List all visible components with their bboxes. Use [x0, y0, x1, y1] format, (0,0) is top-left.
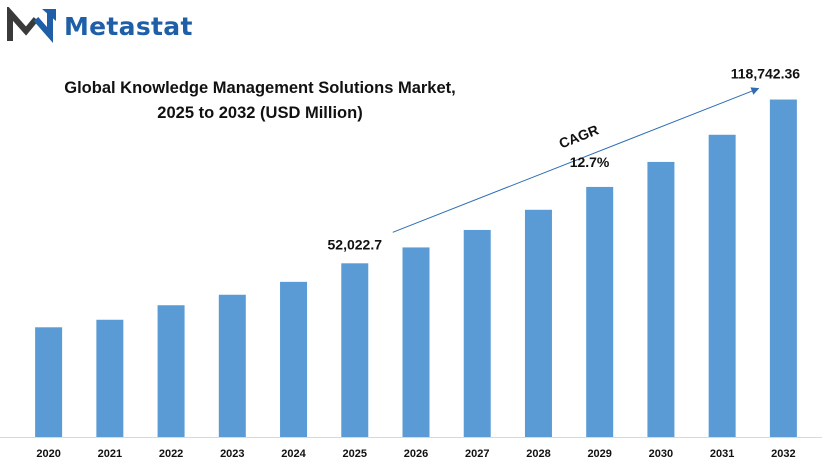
brand-logo: Metastat [6, 6, 193, 46]
data-label-2032: 118,742.36 [731, 66, 801, 82]
bar-2026 [402, 247, 430, 437]
cagr-value: 12.7% [570, 154, 610, 170]
bar-2027 [463, 229, 491, 437]
x-tick-label-2023: 2023 [220, 448, 244, 460]
bar-2030 [647, 161, 675, 437]
chart-title-line-1: Global Knowledge Management Solutions Ma… [64, 79, 456, 97]
bar-2022 [157, 305, 185, 437]
x-tick-label-2025: 2025 [343, 448, 367, 460]
cagr-arrow [392, 87, 760, 233]
bar-2029 [586, 186, 614, 437]
x-tick-label-2029: 2029 [587, 448, 611, 460]
x-tick-label-2027: 2027 [465, 448, 489, 460]
bar-2020 [35, 327, 63, 437]
bar-2028 [524, 209, 552, 437]
x-tick-label-2032: 2032 [771, 448, 795, 460]
chart-title-line-2: 2025 to 2032 (USD Million) [157, 104, 363, 122]
metastat-logo-icon [7, 7, 56, 43]
bar-2021 [96, 319, 124, 437]
x-tick-label-2026: 2026 [404, 448, 428, 460]
bar-2023 [218, 294, 246, 437]
bar-2025 [341, 263, 369, 437]
brand-name: Metastat [64, 11, 193, 41]
x-tick-label-2024: 2024 [281, 448, 306, 460]
chart-title: Global Knowledge Management Solutions Ma… [20, 76, 500, 126]
x-tick-label-2021: 2021 [98, 448, 122, 460]
x-tick-label-2030: 2030 [649, 448, 673, 460]
cagr-label: CAGR [557, 121, 601, 151]
data-label-2025: 52,022.7 [328, 236, 383, 252]
x-tick-label-2022: 2022 [159, 448, 183, 460]
bar-2032 [769, 99, 797, 438]
x-tick-label-2031: 2031 [710, 448, 734, 460]
x-tick-label-2028: 2028 [526, 448, 550, 460]
bar-2031 [708, 134, 736, 437]
bar-2024 [280, 281, 308, 437]
x-tick-label-2020: 2020 [36, 448, 60, 460]
